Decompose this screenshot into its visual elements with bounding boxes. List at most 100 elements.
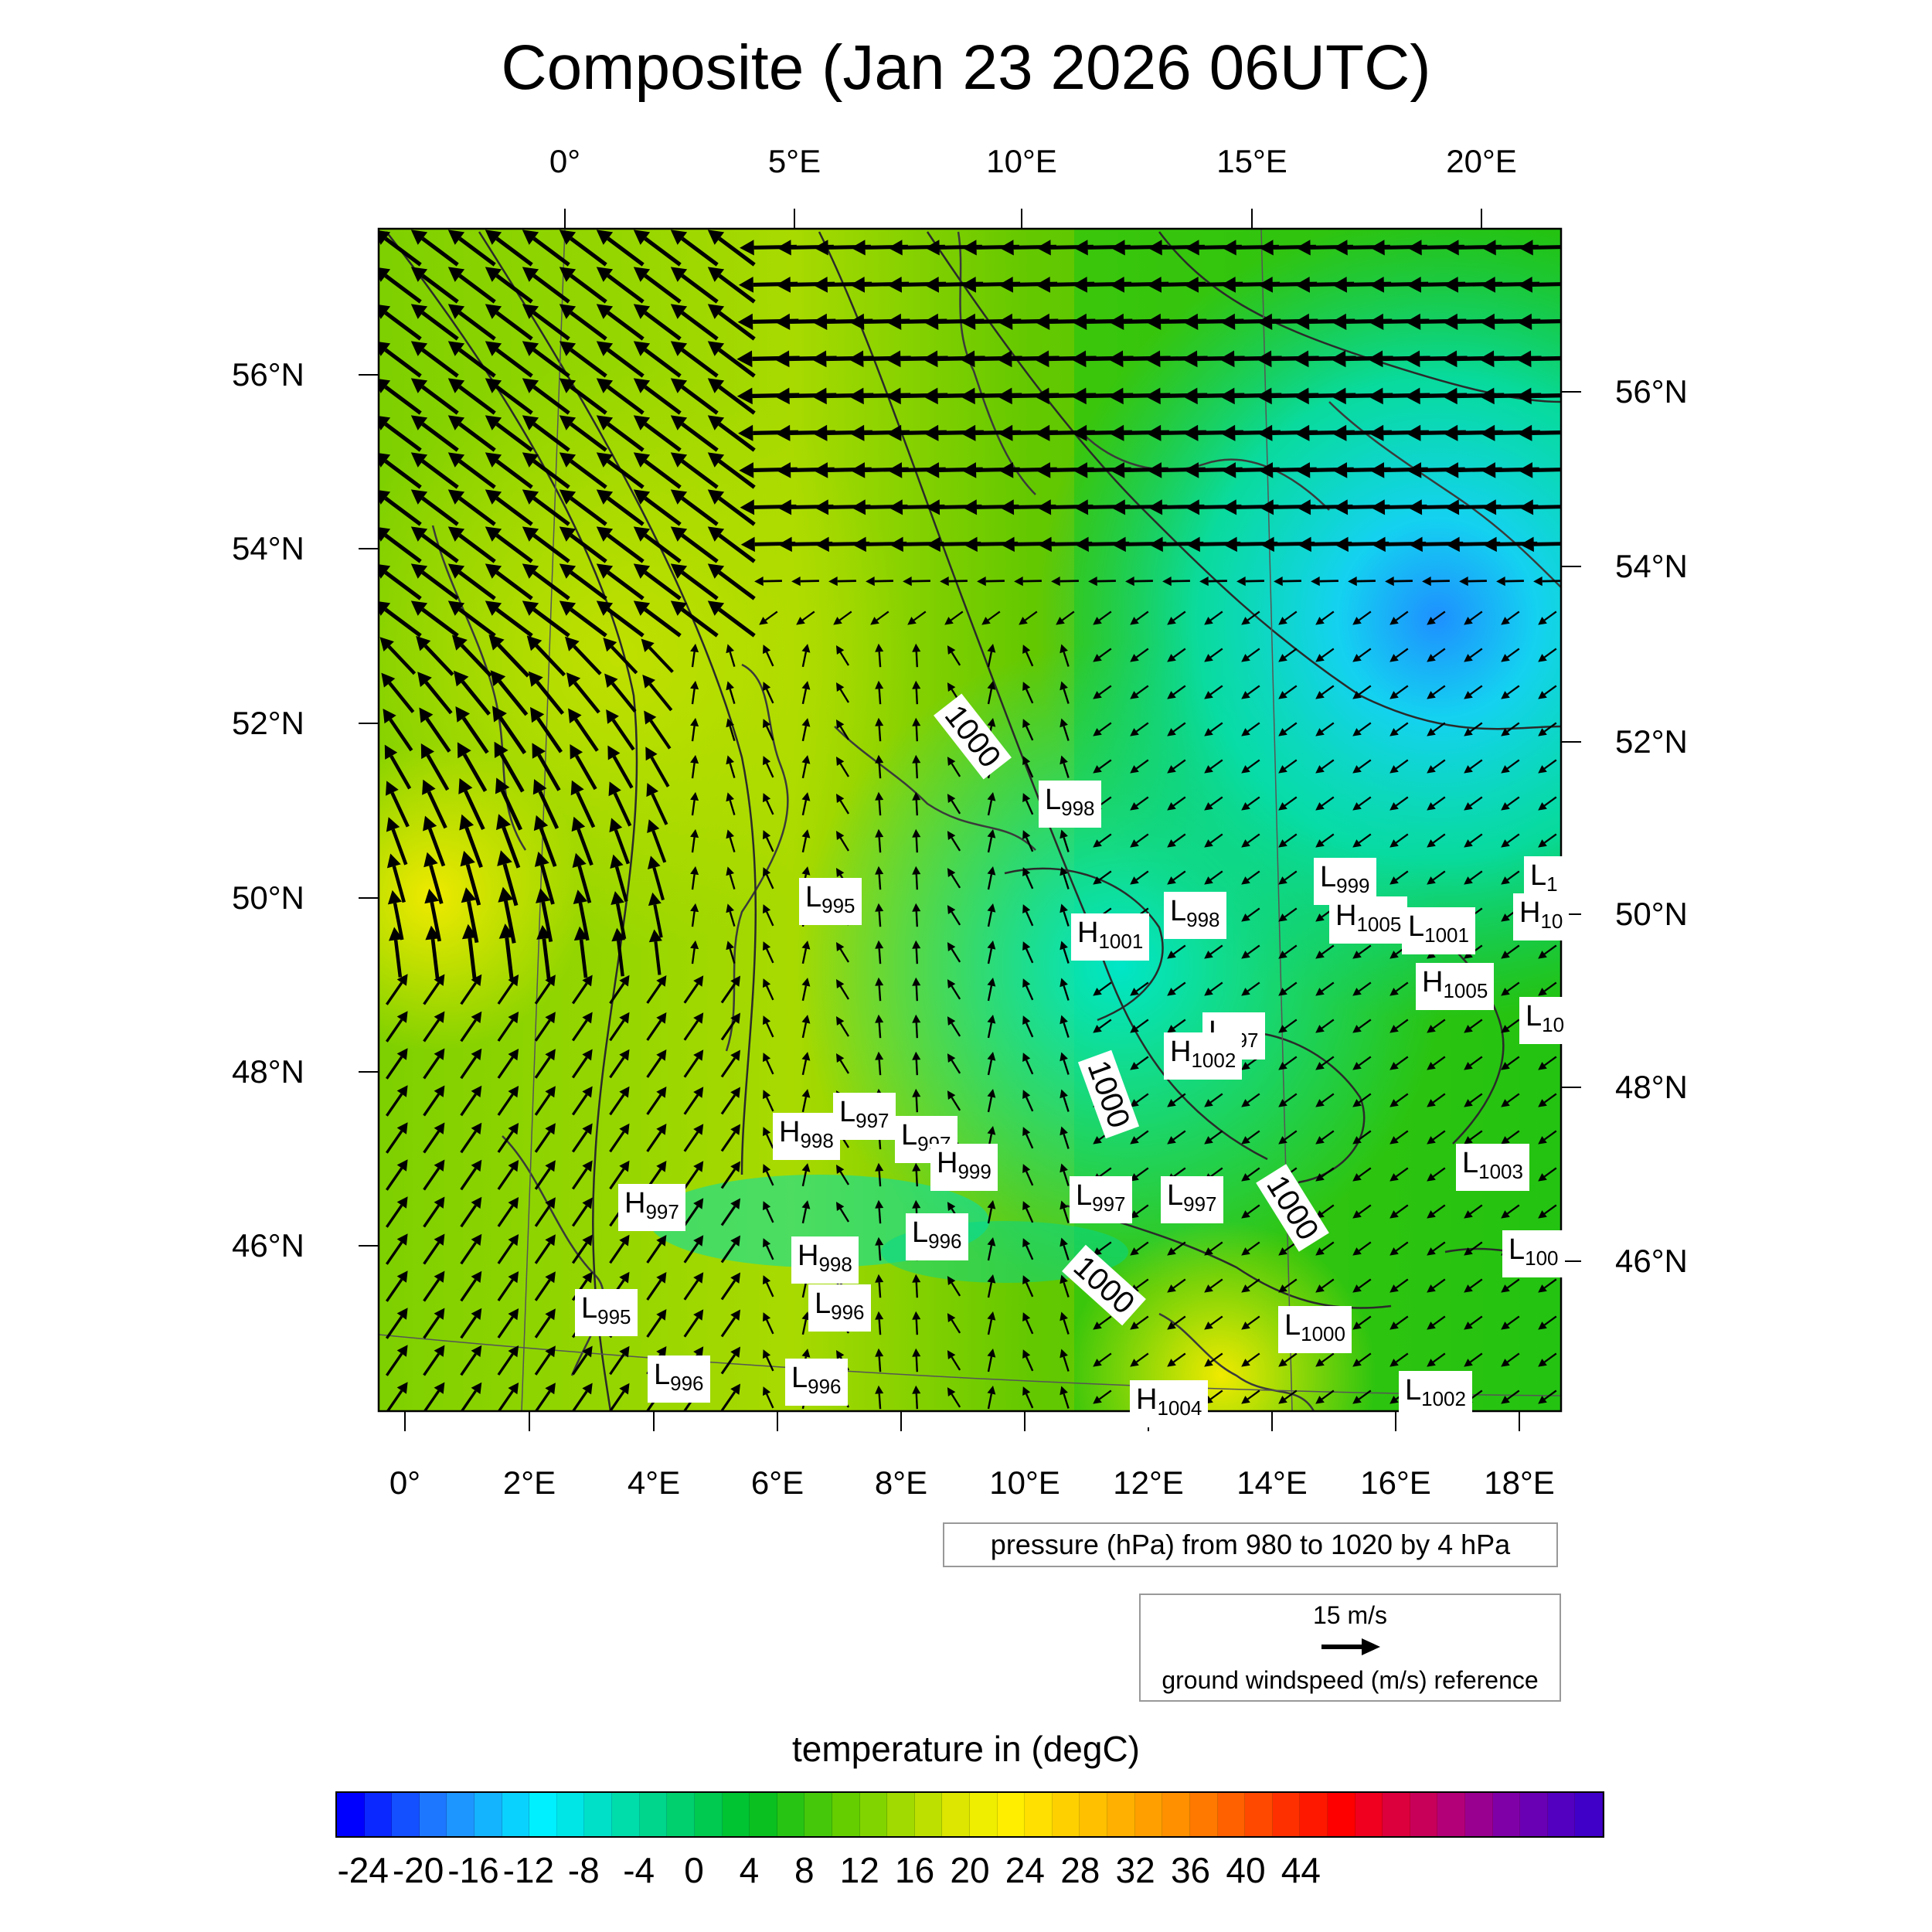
wind-arrow-head	[1464, 1247, 1473, 1256]
wind-arrow-shaft	[951, 800, 961, 815]
wind-arrow-head	[811, 387, 827, 405]
wind-arrow-shaft	[987, 948, 993, 964]
wind-arrow-head	[1241, 839, 1250, 848]
wind-arrow-head	[1501, 765, 1510, 774]
wind-arrow-shaft	[691, 651, 696, 668]
wind-arrow-head	[670, 489, 688, 505]
wind-arrow-head	[619, 1271, 630, 1284]
wind-arrow-shaft	[384, 236, 422, 267]
wind-arrow-head	[1538, 1359, 1547, 1367]
wind-arrow-head	[396, 1011, 408, 1023]
wind-arrow-shaft	[987, 800, 993, 816]
wind-arrow-head	[1464, 617, 1473, 625]
wind-arrow-shaft	[1395, 1093, 1409, 1104]
wind-arrow-head	[1408, 536, 1423, 553]
wind-arrow-shaft	[1358, 1056, 1372, 1066]
wind-arrow-head	[1241, 1136, 1250, 1145]
wind-arrow-head	[1204, 691, 1213, 699]
wind-arrow-head	[1072, 277, 1087, 293]
colorbar-tick-label: 28	[1060, 1850, 1100, 1890]
wind-arrow-head	[1389, 1173, 1399, 1182]
wind-arrow-shaft	[385, 1130, 403, 1154]
wind-arrow-shaft	[1543, 685, 1557, 696]
wind-arrow-head	[1036, 462, 1051, 478]
wind-arrow-head	[1145, 387, 1161, 405]
pressure-center-label: L1001	[1402, 907, 1475, 954]
wind-arrow-head	[384, 744, 398, 760]
wind-arrow-head	[947, 757, 956, 766]
wind-arrow-shaft	[1026, 1393, 1034, 1409]
wind-arrow-head	[774, 387, 790, 405]
wind-arrow-shaft	[720, 1280, 736, 1301]
wind-arrow-shaft	[1135, 611, 1149, 621]
wind-arrow-shaft	[1430, 580, 1450, 583]
wind-arrow-shaft	[683, 1280, 699, 1301]
wind-arrow-shaft	[464, 790, 485, 831]
wind-arrow-head	[885, 350, 901, 368]
wind-arrow-head	[763, 682, 771, 692]
wind-arrow-shaft	[421, 496, 459, 526]
wind-arrow-head	[419, 707, 434, 723]
wind-arrow-shaft	[1135, 1315, 1149, 1326]
wind-arrow-head	[987, 1126, 996, 1135]
wind-arrow-shaft	[766, 985, 774, 1001]
wind-arrow-head	[1538, 617, 1547, 625]
wind-arrow-shaft	[497, 1316, 514, 1338]
wind-arrow-head	[1167, 691, 1176, 699]
wind-arrow-shaft	[1358, 1278, 1372, 1289]
wind-arrow-head	[1204, 1247, 1213, 1256]
wind-arrow-head	[434, 1345, 445, 1357]
wind-arrow-head	[545, 1049, 556, 1061]
wind-arrow-head	[1501, 617, 1510, 625]
wind-arrow-shaft	[1469, 648, 1483, 658]
wind-arrow-shaft	[1098, 759, 1112, 770]
wind-arrow-head	[1034, 313, 1050, 330]
wind-arrow-head	[1464, 876, 1473, 885]
wind-arrow-head	[633, 230, 651, 245]
wind-arrow-head	[1369, 277, 1384, 293]
wind-arrow-shaft	[1247, 722, 1260, 733]
wind-arrow-shaft	[384, 385, 422, 415]
wind-arrow-head	[1315, 654, 1325, 662]
wind-arrow-shaft	[570, 570, 607, 600]
wind-arrow-shaft	[1172, 1352, 1186, 1363]
wind-arrow-shaft	[534, 1019, 551, 1042]
wind-arrow-head	[1480, 424, 1495, 441]
wind-arrow-head	[707, 230, 725, 245]
wind-arrow-head	[559, 341, 577, 356]
wind-arrow-head	[1352, 765, 1362, 774]
wind-arrow-shaft	[1531, 355, 1561, 362]
wind-arrow-shaft	[609, 1131, 625, 1153]
colorbar-swatch	[337, 1793, 365, 1836]
wind-arrow-shaft	[1469, 1389, 1483, 1400]
wind-arrow-head	[1427, 951, 1436, 959]
wind-arrow-head	[730, 1383, 740, 1395]
wind-arrow-head	[1538, 1284, 1547, 1293]
colorbar-swatch	[502, 1793, 530, 1836]
wind-arrow-head	[1459, 577, 1468, 587]
wind-arrow-head	[912, 1348, 921, 1357]
pressure-center-label: L1000	[1278, 1306, 1352, 1353]
wind-arrow-head	[1130, 765, 1139, 774]
wind-arrow-head	[379, 304, 391, 319]
wind-arrow-shaft	[384, 607, 422, 638]
wind-arrow-shaft	[718, 274, 756, 304]
wind-arrow-shaft	[607, 311, 645, 341]
wind-arrow-head	[947, 1350, 956, 1359]
wind-arrow-head	[1315, 1099, 1325, 1107]
wind-reference-speed: 15 m/s	[1312, 1601, 1388, 1629]
wind-arrow-head	[977, 577, 986, 587]
wind-arrow-head	[455, 706, 470, 723]
wind-arrow-shaft	[1542, 580, 1561, 583]
wind-arrow-head	[656, 1272, 667, 1284]
wind-arrow-head	[1407, 240, 1422, 256]
wind-arrow-head	[1167, 951, 1176, 959]
wind-arrow-head	[707, 526, 725, 542]
wind-arrow-head	[987, 792, 996, 801]
wind-arrow-shaft	[1395, 1241, 1409, 1252]
wind-arrow-shaft	[691, 726, 696, 742]
wind-arrow-head	[447, 600, 465, 616]
wind-arrow-shaft	[878, 948, 882, 964]
wind-arrow-head	[851, 240, 866, 256]
wind-arrow-head	[690, 717, 699, 727]
